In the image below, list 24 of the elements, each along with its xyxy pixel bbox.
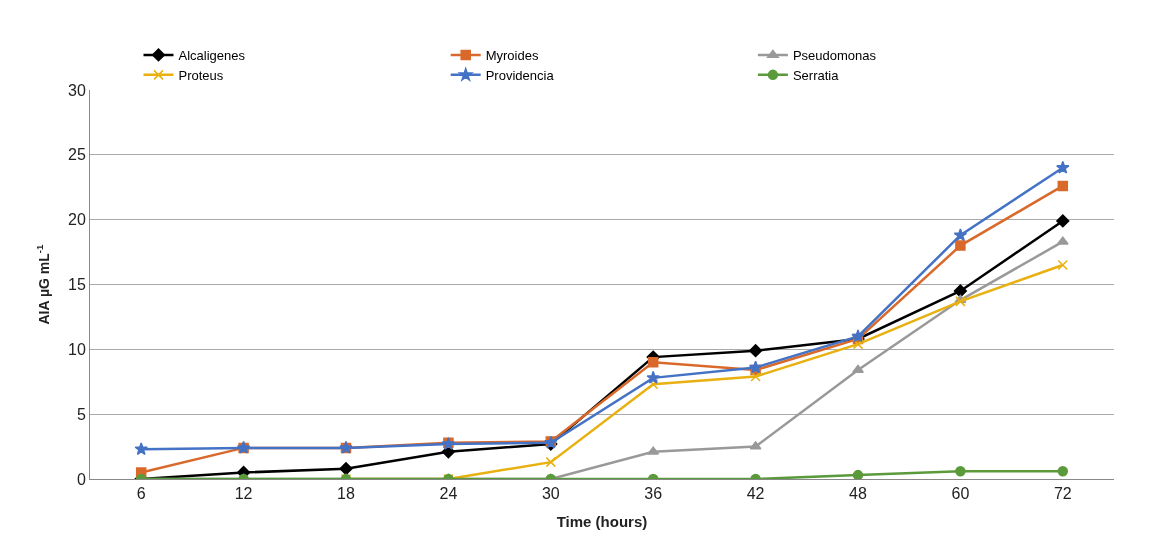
legend-label: Serratia	[792, 67, 840, 83]
x-axis-title: Time (hours)	[556, 513, 648, 531]
x-tick-label: 60	[951, 485, 970, 503]
y-tick-label: 25	[68, 146, 86, 164]
y-tick-label: 0	[76, 470, 86, 488]
legend-label: Providencia	[485, 67, 555, 83]
y-tick-label: 30	[68, 81, 86, 99]
y-tick-label: 10	[68, 340, 86, 358]
legend-label: Pseudomonas	[792, 48, 877, 64]
legend-label: Alcaligenes	[178, 48, 246, 64]
x-tick-label: 6	[136, 485, 146, 503]
x-tick-label: 30	[541, 485, 560, 503]
x-tick-label: 72	[1053, 485, 1072, 503]
y-tick-label: 15	[68, 276, 86, 294]
y-tick-label: 5	[76, 405, 86, 423]
legend-label: Myroides	[485, 48, 539, 64]
x-tick-label: 48	[849, 485, 867, 503]
y-tick-label: 20	[68, 211, 86, 229]
x-tick-label: 12	[234, 485, 253, 503]
x-tick-label: 36	[644, 485, 663, 503]
x-tick-label: 42	[746, 485, 765, 503]
x-tick-label: 24	[439, 485, 458, 503]
legend-label: Proteus	[178, 67, 224, 83]
x-tick-label: 18	[337, 485, 355, 503]
